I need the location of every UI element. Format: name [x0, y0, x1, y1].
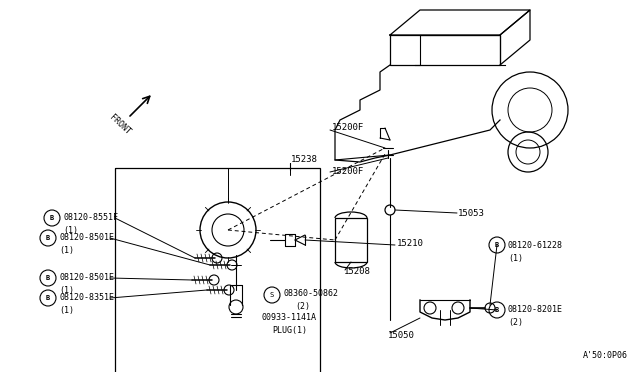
Text: (1): (1) — [63, 227, 78, 235]
Text: 00933-1141A: 00933-1141A — [262, 314, 317, 323]
Text: A'50:0P06: A'50:0P06 — [583, 351, 628, 360]
Bar — [115, 168, 320, 372]
Text: S: S — [270, 292, 274, 298]
Text: (1): (1) — [508, 253, 523, 263]
Text: (1): (1) — [59, 286, 74, 295]
Text: (1): (1) — [59, 307, 74, 315]
Text: 08120-8501E: 08120-8501E — [59, 273, 114, 282]
Text: 08120-8201E: 08120-8201E — [508, 305, 563, 314]
Text: (2): (2) — [295, 301, 310, 311]
Text: B: B — [46, 235, 50, 241]
Text: 08120-8551F: 08120-8551F — [63, 214, 118, 222]
Text: B: B — [495, 242, 499, 248]
Text: 08360-50862: 08360-50862 — [283, 289, 338, 298]
Text: 15050: 15050 — [388, 330, 415, 340]
Text: B: B — [50, 215, 54, 221]
Text: 15238: 15238 — [291, 155, 318, 164]
Text: 08120-8501E: 08120-8501E — [59, 234, 114, 243]
Bar — [335, 218, 367, 262]
Text: 15210: 15210 — [397, 238, 424, 247]
Text: B: B — [46, 275, 50, 281]
Text: PLUG(1): PLUG(1) — [272, 326, 307, 334]
Text: B: B — [495, 307, 499, 313]
Text: 15200F: 15200F — [332, 122, 364, 131]
Text: B: B — [46, 295, 50, 301]
Text: 15053: 15053 — [458, 208, 485, 218]
Text: 15208: 15208 — [344, 267, 371, 276]
Text: 08120-8351E: 08120-8351E — [59, 294, 114, 302]
Text: (1): (1) — [59, 247, 74, 256]
Text: 08120-61228: 08120-61228 — [508, 241, 563, 250]
Text: 15200F: 15200F — [332, 167, 364, 176]
Text: (2): (2) — [508, 318, 523, 327]
Text: FRONT: FRONT — [108, 113, 132, 137]
